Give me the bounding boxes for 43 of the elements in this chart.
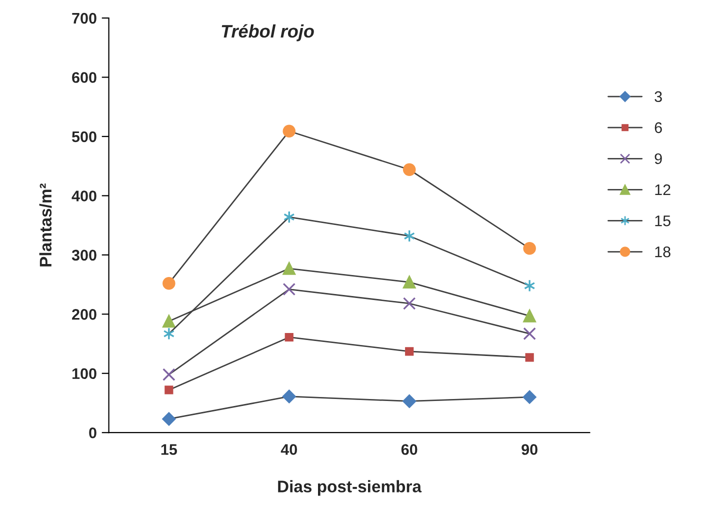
point: [284, 332, 294, 342]
y-axis-title: Plantas/m²: [39, 184, 52, 266]
point: [164, 386, 174, 394]
point: [402, 394, 416, 408]
x-tick-label: 40: [280, 444, 298, 455]
x-axis-title: Dias post-siembra: [278, 480, 422, 496]
x-tick-label: 60: [401, 444, 418, 455]
point: [162, 276, 176, 290]
y-tick-label: 300: [72, 250, 96, 261]
point: [282, 124, 296, 138]
legend-label: 15: [655, 216, 670, 226]
point: [402, 276, 416, 289]
point: [162, 314, 176, 328]
legend-label: 3: [654, 91, 662, 102]
y-tick-label: 700: [72, 12, 96, 24]
x-tick-label: 90: [522, 444, 538, 455]
y-tick-label: 600: [72, 72, 96, 83]
y-tick-label: 0: [89, 427, 96, 438]
point: [524, 279, 536, 292]
point: [162, 412, 176, 426]
legend-label: 18: [655, 246, 670, 258]
y-tick-label: 400: [72, 190, 96, 202]
point: [525, 353, 534, 362]
point: [402, 163, 416, 176]
legend-label: 9: [654, 153, 662, 164]
point: [162, 368, 176, 381]
point: [523, 310, 536, 322]
point: [163, 327, 175, 340]
point: [282, 282, 296, 296]
point: [282, 262, 296, 275]
point: [402, 297, 416, 310]
point: [405, 347, 414, 356]
legend-label: 6: [654, 122, 662, 134]
point: [523, 327, 536, 340]
x-tick-label: 15: [161, 444, 177, 455]
point: [523, 242, 536, 255]
point: [522, 390, 536, 404]
legend-label: 12: [655, 184, 670, 196]
y-tick-label: 100: [72, 368, 96, 380]
y-tick-label: 200: [72, 309, 96, 320]
y-tick-label: 500: [72, 131, 96, 142]
chart-title: Trébol rojo: [222, 24, 314, 42]
point: [282, 390, 296, 404]
